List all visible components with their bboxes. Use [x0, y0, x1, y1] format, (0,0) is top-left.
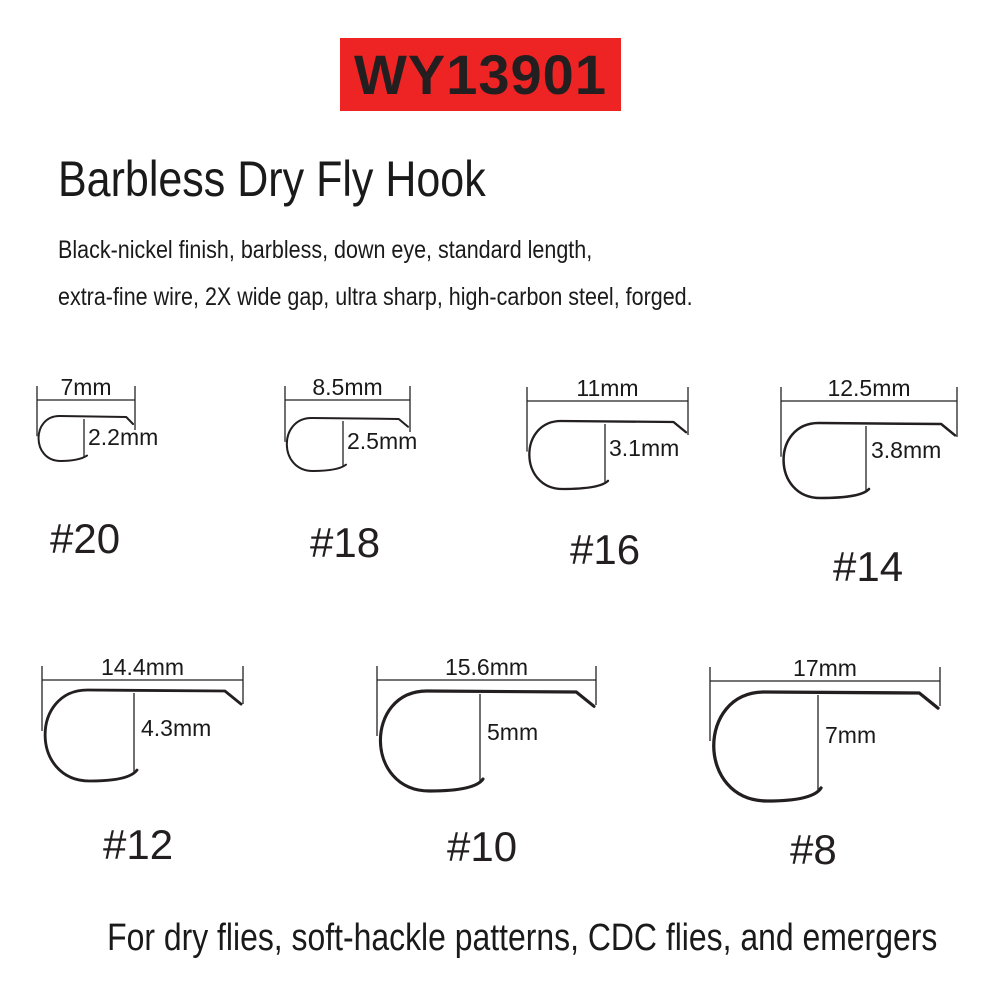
page-title: Barbless Dry Fly Hook: [58, 151, 486, 207]
hook-shape: [378, 689, 596, 793]
product-code: WY13901: [354, 43, 607, 106]
hook-gap-label: 4.3mm: [141, 715, 212, 741]
hook-size-label: #12: [103, 821, 174, 868]
hook-2: [284, 386, 411, 472]
hook-5: [41, 666, 244, 783]
hook-4: [780, 387, 958, 500]
hook-length-label: 8.5mm: [312, 374, 383, 400]
hook-gap-label: 2.2mm: [88, 424, 159, 450]
hook-gap-label: 3.8mm: [871, 437, 942, 463]
hook-size-label: #10: [447, 823, 518, 870]
hook-gap-label: 2.5mm: [347, 428, 418, 454]
hook-gap-label: 5mm: [487, 719, 539, 745]
hook-shape: [37, 415, 134, 462]
hook-size-label: #18: [310, 519, 381, 566]
hook-gap-label: 7mm: [825, 722, 877, 748]
product-code-badge: WY13901: [340, 38, 621, 111]
hook-length-label: 12.5mm: [827, 375, 911, 401]
hook-length-label: 7mm: [60, 374, 112, 400]
hook-length-label: 11mm: [576, 375, 639, 401]
hook-length-label: 17mm: [793, 655, 857, 681]
hook-size-label: #14: [833, 543, 904, 590]
hook-6: [376, 666, 597, 793]
hook-7: [709, 667, 941, 803]
hook-length-label: 14.4mm: [100, 654, 185, 680]
hook-3: [526, 387, 689, 491]
description-line-1: Black-nickel finish, barbless, down eye,…: [58, 236, 593, 264]
hook-shape: [285, 417, 409, 472]
hook-size-label: #8: [790, 826, 837, 873]
hook-length-label: 15.6mm: [444, 654, 529, 680]
hook-shape: [528, 419, 688, 491]
hook-gap-label: 3.1mm: [609, 435, 680, 461]
hook-shape: [712, 690, 940, 803]
hook-1: [36, 386, 136, 462]
usage-footer: For dry flies, soft-hackle patterns, CDC…: [107, 917, 938, 959]
hook-shape: [782, 421, 957, 500]
hook-size-label: #16: [570, 526, 641, 573]
hook-size-label: #20: [50, 515, 121, 562]
description-line-2: extra-fine wire, 2X wide gap, ultra shar…: [58, 283, 693, 311]
hook-shape: [43, 688, 243, 783]
